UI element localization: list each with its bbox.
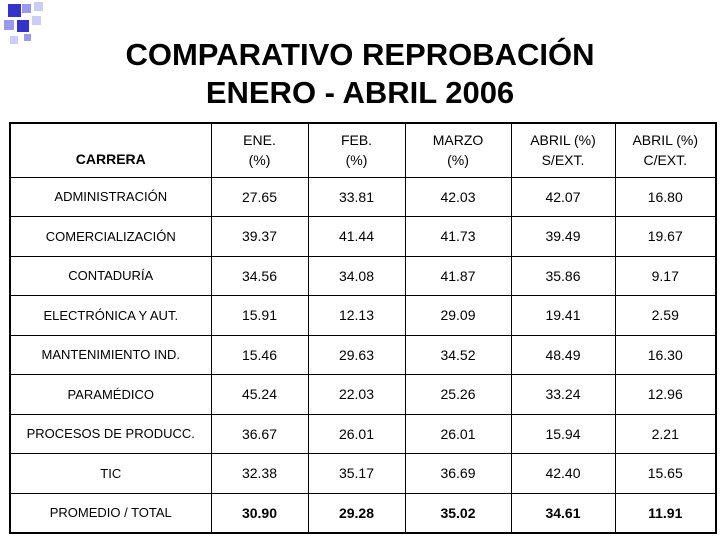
carrera-cell: ELECTRÓNICA Y AUT.	[9, 295, 212, 336]
value-cell: 16.80	[614, 176, 717, 217]
table-row: COMERCIALIZACIÓN 39.37 41.44 41.73 39.49 19.6…	[9, 216, 717, 257]
title-line-1: COMPARATIVO REPROBACIÓN	[125, 37, 595, 72]
value-cell: 29.28	[307, 492, 406, 533]
value-cell: 34.61	[510, 492, 616, 533]
table-header-row: CARRERA ENE. (%) FEB. (%) MARZO (%) ABRIL (…	[9, 122, 717, 178]
header-abril-cext: ABRIL (%) C/EXT.	[614, 122, 717, 178]
table-row: PROCESOS DE PRODUCC. 36.67 26.01 26.01 15.94…	[9, 413, 717, 454]
value-cell: 15.91	[210, 295, 309, 336]
value-cell: 36.67	[210, 413, 309, 454]
value-cell: 11.91	[614, 492, 717, 533]
header-ene: ENE. (%)	[210, 122, 309, 178]
value-cell: 45.24	[210, 374, 309, 415]
carrera-cell: MANTENIMIENTO IND.	[9, 334, 212, 375]
table-total-row: PROMEDIO / TOTAL 30.90 29.28 35.02 34.61 11.9…	[9, 492, 717, 533]
value-cell: 26.01	[307, 413, 406, 454]
value-cell: 32.38	[210, 453, 309, 494]
value-cell: 36.69	[404, 453, 512, 494]
value-cell: 42.07	[510, 176, 616, 217]
header-feb: FEB. (%)	[307, 122, 406, 178]
value-cell: 34.56	[210, 255, 309, 296]
value-cell: 29.09	[404, 295, 512, 336]
value-cell: 2.21	[614, 413, 717, 454]
table-row: MANTENIMIENTO IND. 15.46 29.63 34.52 48.49 16…	[9, 334, 717, 375]
value-cell: 27.65	[210, 176, 309, 217]
table-row: ELECTRÓNICA Y AUT. 15.91 12.13 29.09 19.41 2.…	[9, 295, 717, 336]
table-row: ADMINISTRACIÓN 27.65 33.81 42.03 42.07 16.80	[9, 176, 717, 217]
value-cell: 15.94	[510, 413, 616, 454]
value-cell: 22.03	[307, 374, 406, 415]
value-cell: 41.44	[307, 216, 406, 257]
value-cell: 2.59	[614, 295, 717, 336]
value-cell: 39.49	[510, 216, 616, 257]
value-cell: 35.17	[307, 453, 406, 494]
value-cell: 25.26	[404, 374, 512, 415]
carrera-cell: PARAMÉDICO	[9, 374, 212, 415]
decorative-squares	[0, 0, 60, 50]
carrera-cell: COMERCIALIZACIÓN	[9, 216, 212, 257]
value-cell: 42.40	[510, 453, 616, 494]
page-title: COMPARATIVO REPROBACIÓN ENERO - ABRIL 20…	[90, 36, 630, 112]
header-marzo: MARZO (%)	[404, 122, 512, 178]
value-cell: 34.08	[307, 255, 406, 296]
table-row: CONTADURÍA 34.56 34.08 41.87 35.86 9.17	[9, 255, 717, 296]
value-cell: 29.63	[307, 334, 406, 375]
value-cell: 26.01	[404, 413, 512, 454]
value-cell: 30.90	[210, 492, 309, 533]
value-cell: 33.24	[510, 374, 616, 415]
value-cell: 48.49	[510, 334, 616, 375]
value-cell: 41.87	[404, 255, 512, 296]
value-cell: 35.86	[510, 255, 616, 296]
value-cell: 19.41	[510, 295, 616, 336]
carrera-cell: ADMINISTRACIÓN	[9, 176, 212, 217]
header-abril-sext: ABRIL (%) S/EXT.	[510, 122, 616, 178]
carrera-cell: PROCESOS DE PRODUCC.	[9, 413, 212, 454]
reprobacion-table: CARRERA ENE. (%) FEB. (%) MARZO (%) ABRIL (…	[9, 122, 717, 534]
table-row: PARAMÉDICO 45.24 22.03 25.26 33.24 12.96	[9, 374, 717, 415]
header-carrera: CARRERA	[9, 122, 212, 178]
value-cell: 19.67	[614, 216, 717, 257]
value-cell: 15.46	[210, 334, 309, 375]
value-cell: 33.81	[307, 176, 406, 217]
value-cell: 39.37	[210, 216, 309, 257]
value-cell: 42.03	[404, 176, 512, 217]
value-cell: 12.13	[307, 295, 406, 336]
carrera-cell: PROMEDIO / TOTAL	[9, 492, 212, 533]
carrera-cell: CONTADURÍA	[9, 255, 212, 296]
carrera-cell: TIC	[9, 453, 212, 494]
value-cell: 12.96	[614, 374, 717, 415]
value-cell: 41.73	[404, 216, 512, 257]
title-line-2: ENERO - ABRIL 2006	[205, 75, 515, 110]
value-cell: 9.17	[614, 255, 717, 296]
value-cell: 35.02	[404, 492, 512, 533]
value-cell: 34.52	[404, 334, 512, 375]
value-cell: 15.65	[614, 453, 717, 494]
value-cell: 16.30	[614, 334, 717, 375]
table-row: TIC 32.38 35.17 36.69 42.40 15.65	[9, 453, 717, 494]
